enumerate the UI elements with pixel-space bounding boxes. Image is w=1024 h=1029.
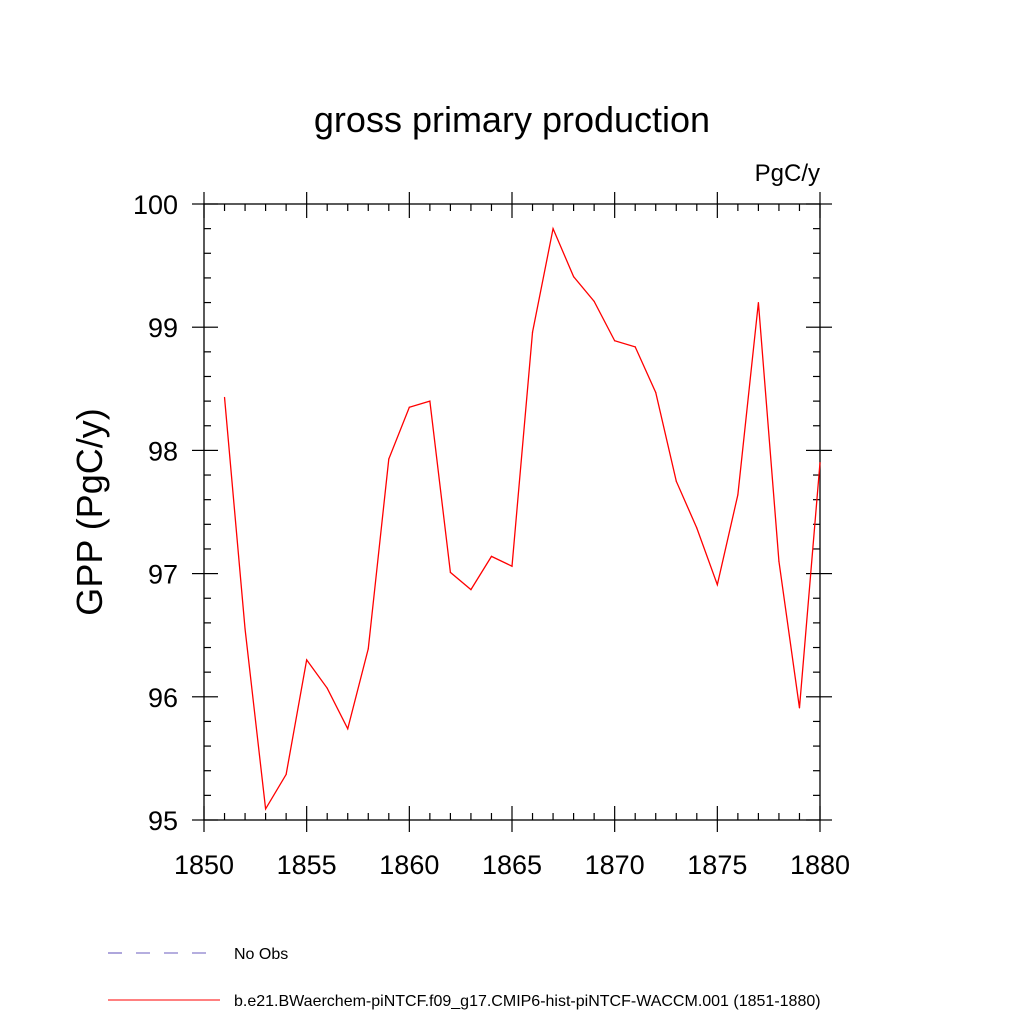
x-tick-label: 1855 <box>277 850 337 880</box>
data-point <box>737 494 739 496</box>
data-point <box>223 396 226 399</box>
data-point <box>655 391 657 394</box>
y-tick-label: 95 <box>148 806 178 836</box>
y-tick-label: 99 <box>148 313 178 343</box>
x-tick-label: 1850 <box>174 850 234 880</box>
data-point <box>388 458 390 460</box>
units-label: PgC/y <box>755 160 820 187</box>
y-tick-label: 97 <box>148 560 178 590</box>
data-point <box>244 628 246 630</box>
data-point <box>614 340 616 342</box>
y-tick-label: 98 <box>148 436 178 466</box>
x-tick-label: 1870 <box>585 850 645 880</box>
x-tick-label: 1865 <box>482 850 542 880</box>
data-point <box>819 462 821 464</box>
data-point <box>285 773 287 776</box>
data-point <box>347 728 349 730</box>
data-point <box>778 560 780 562</box>
y-tick-label: 100 <box>133 190 178 220</box>
legend-label-1: b.e21.BWaerchem-piNTCF.f09_g17.CMIP6-his… <box>234 993 821 1010</box>
data-point <box>716 584 718 586</box>
chart-title: gross primary production <box>314 99 710 140</box>
data-point <box>675 480 677 482</box>
data-point <box>511 565 513 567</box>
data-point <box>429 400 431 402</box>
data-point <box>757 301 760 304</box>
data-point <box>593 300 595 302</box>
plot-frame <box>203 203 821 821</box>
x-tick-label: 1860 <box>379 850 439 880</box>
data-point <box>490 555 493 557</box>
data-point <box>265 808 267 810</box>
y-tick-label: 96 <box>148 683 178 713</box>
data-point <box>326 687 328 689</box>
data-point <box>696 527 698 529</box>
data-point <box>552 228 554 230</box>
data-point <box>408 406 410 408</box>
x-tick-label: 1875 <box>687 850 747 880</box>
data-point <box>449 571 451 573</box>
y-axis-label: GPP (PgC/y) <box>69 408 110 615</box>
data-point <box>367 648 369 650</box>
data-point <box>531 331 534 333</box>
x-tick-label: 1880 <box>790 850 850 880</box>
data-point <box>306 659 308 661</box>
legend: No Obs b.e21.BWaerchem-piNTCF.f09_g17.CMI… <box>108 946 821 1010</box>
series-lines <box>223 226 821 811</box>
data-point <box>470 589 472 591</box>
data-point <box>634 346 636 348</box>
data-point <box>573 276 575 278</box>
series-line-1 <box>223 226 821 811</box>
axis-ticks: 1850 1855 1860 1865 1870 1875 1880 95 96 97 98 99 10… <box>133 190 850 880</box>
legend-label-0: No Obs <box>234 946 288 963</box>
data-point <box>798 707 801 709</box>
